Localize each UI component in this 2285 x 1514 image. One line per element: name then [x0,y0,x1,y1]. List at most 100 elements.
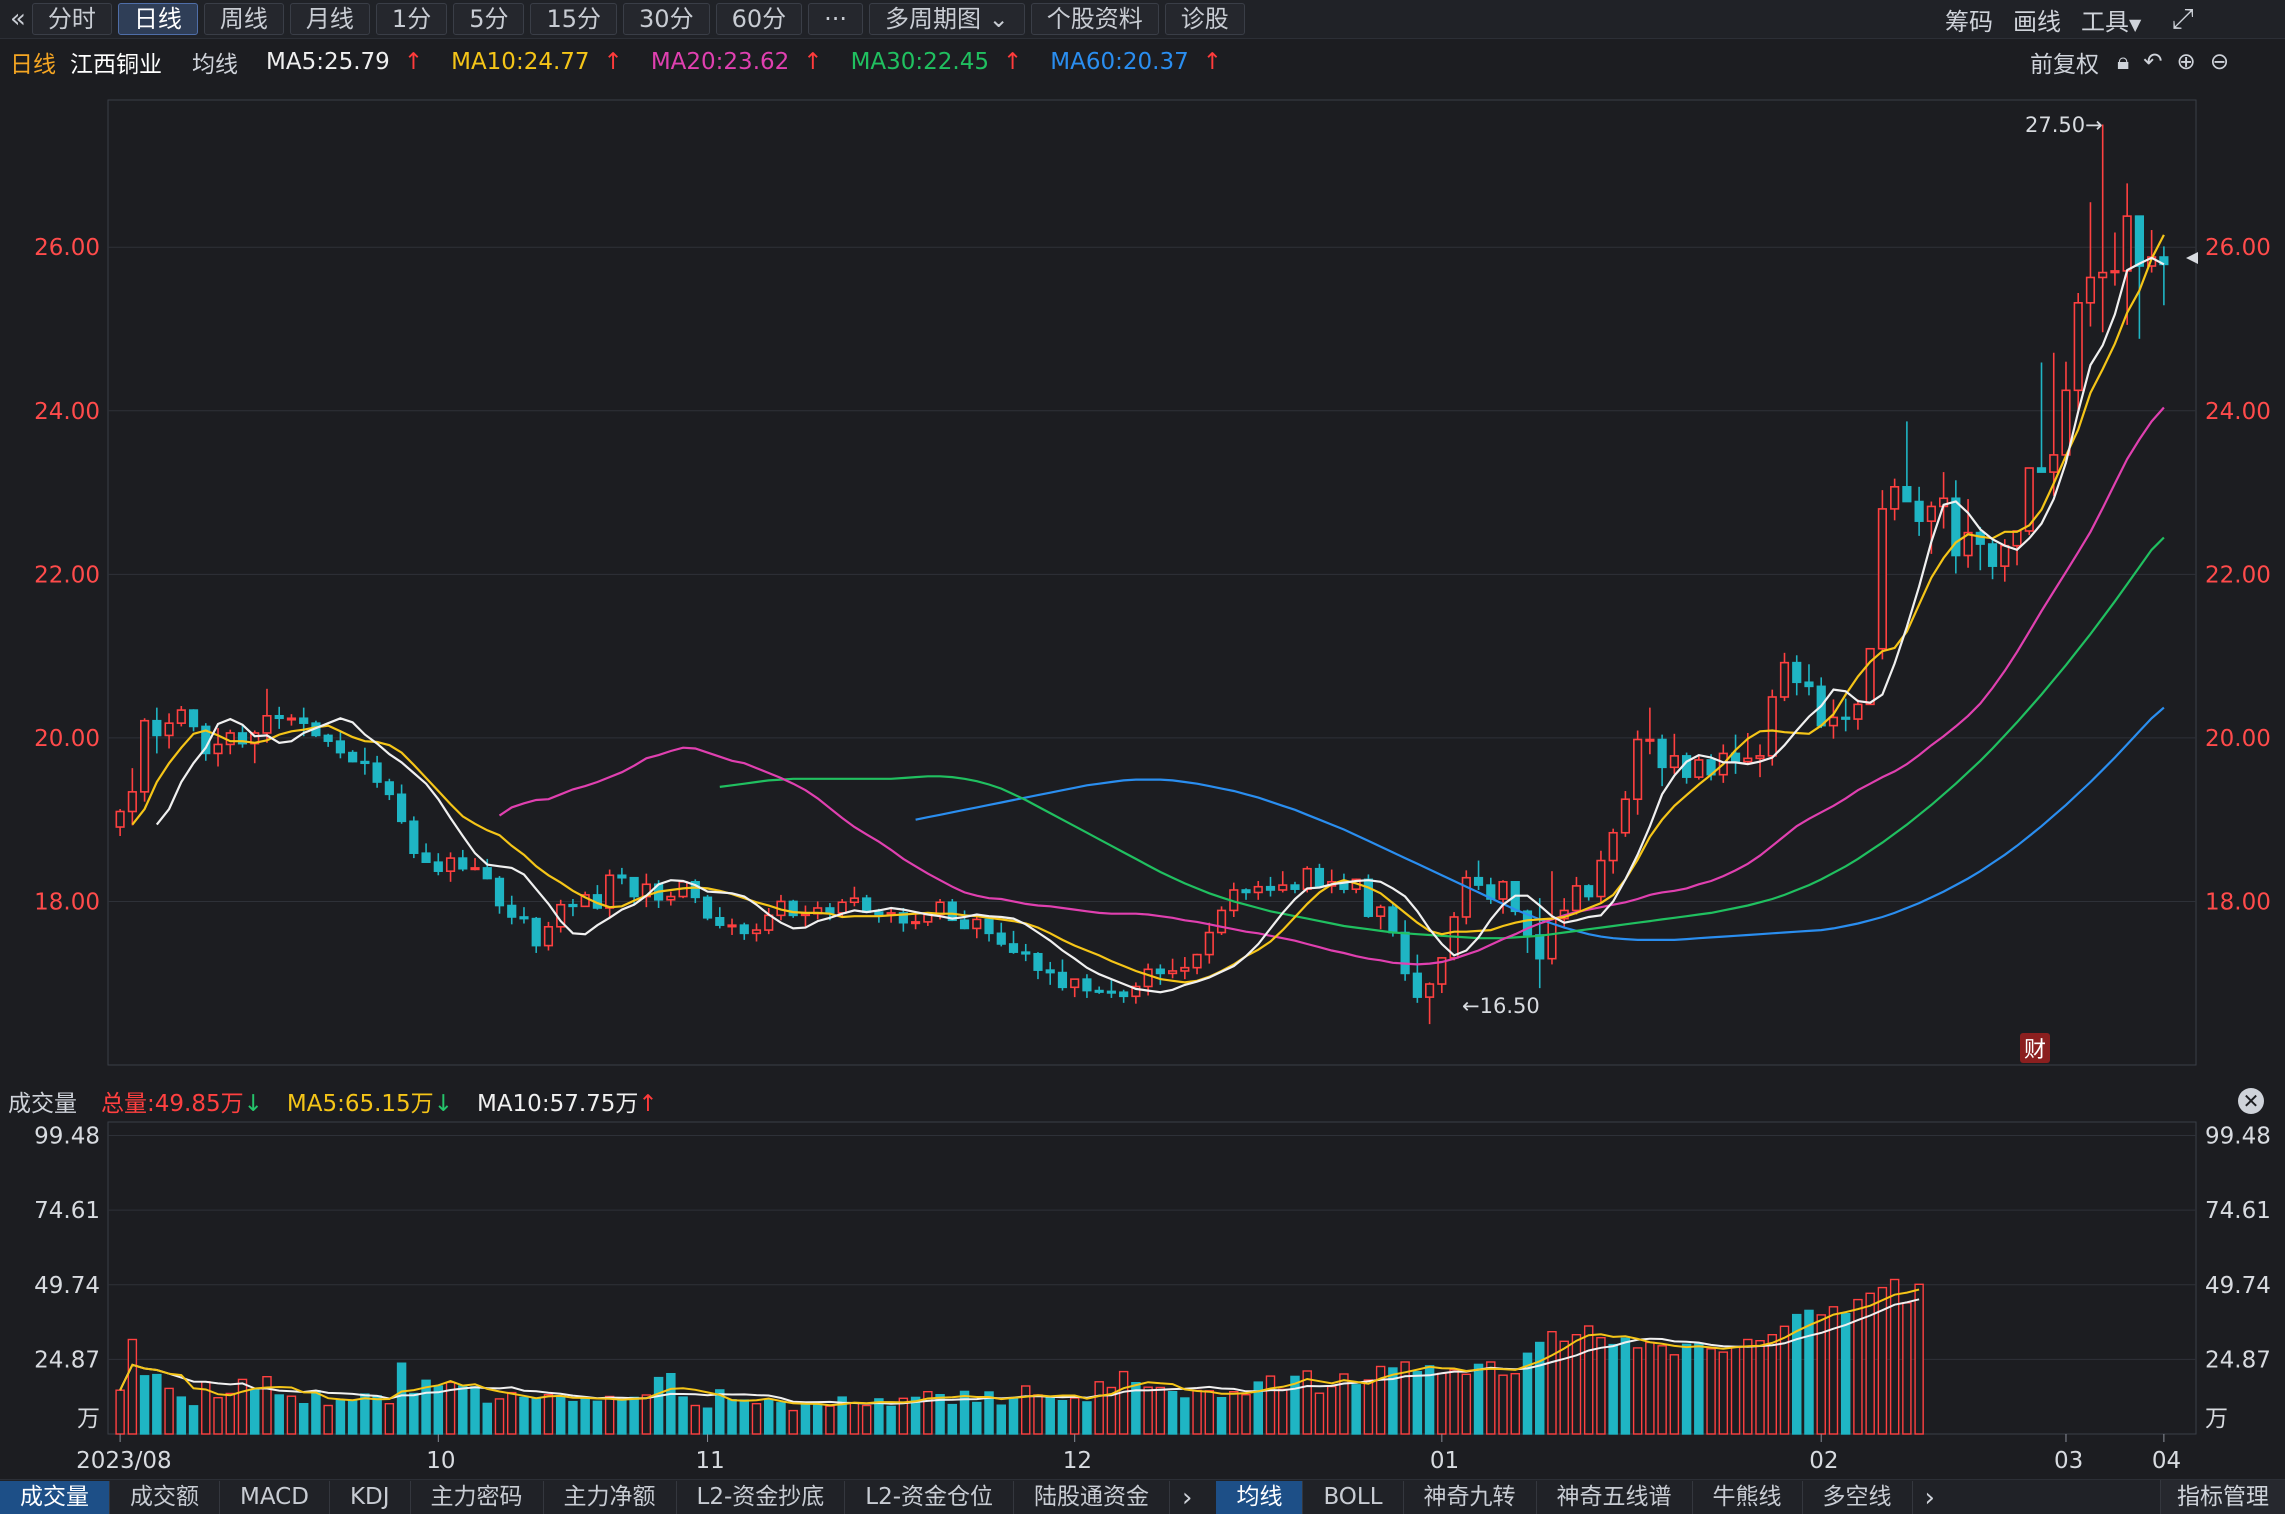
zoom-out-icon[interactable]: ⊖ [2209,49,2230,75]
zoom-in-icon[interactable]: ⊕ [2176,49,2196,75]
candle-body [323,734,333,742]
candle-body [1657,738,1667,769]
double-chevron-left-icon[interactable]: « [10,4,26,34]
volume-bar [384,1402,395,1435]
volume-tick-left: 万 [77,1406,100,1432]
volume-bar [1375,1365,1386,1435]
candle-body [1841,716,1851,720]
volume-ma10-text: MA10:57.75万 [476,1091,639,1117]
candle-body [372,762,382,783]
period-tab[interactable]: 周线 [203,3,284,35]
lock-icon[interactable]: 🔒︎ [2117,49,2130,75]
candle-body [1400,931,1410,975]
volume-bar [1351,1384,1361,1435]
volume-bar [1608,1343,1618,1435]
volume-bar [1718,1351,1729,1435]
x-axis-label: 02 [1809,1448,1838,1474]
tools-menu-button[interactable]: 工具▼ [2081,2,2141,37]
multi-period-button[interactable]: 多周期图 ⌄ [869,3,1025,35]
more-periods-button[interactable]: ··· [808,3,864,35]
indicator-tab[interactable]: 主力净额 [544,1481,677,1514]
period-tab[interactable]: 15分 [530,3,618,35]
volume-bar [445,1381,456,1435]
fullscreen-icon[interactable]: ⤢ [2171,2,2194,35]
undo-icon[interactable]: ↶ [2143,49,2163,75]
candle-body [531,917,541,947]
up-arrow-icon: ↑ [603,49,623,75]
indicator-tab[interactable]: L2-资金抄底 [677,1481,846,1514]
candle-body [1094,989,1104,993]
volume-bar [1620,1337,1631,1435]
period-tab[interactable]: 30分 [623,3,710,35]
volume-bar [311,1390,321,1435]
volume-bar [225,1392,236,1435]
candle-body [911,921,921,925]
close-icon[interactable]: ✕ [2238,1088,2264,1114]
financial-badge-bg[interactable] [2020,1033,2050,1063]
candle-body [1314,867,1325,887]
overlay-tab[interactable]: BOLL [1303,1481,1404,1514]
chevron-right-icon[interactable]: › [1924,1482,1935,1513]
stock-profile-button[interactable]: 个股资料 [1030,3,1159,35]
candle-body [1192,953,1202,969]
indicator-tab[interactable]: 成交额 [110,1481,220,1514]
indicator-tab[interactable]: 陆股通资金 [1014,1481,1171,1514]
volume-bar [702,1407,713,1435]
overlay-tab[interactable]: 神奇九转 [1404,1481,1537,1514]
chips-button[interactable]: 筹码 [1945,7,1993,36]
volume-tick-right: 24.87 [2205,1347,2271,1373]
candle-body [1498,881,1508,900]
ma-label[interactable]: 均线 [192,52,238,78]
restore-mode-button[interactable]: 前复权 [2030,52,2099,78]
candle-body [115,810,125,828]
candle-body [1437,957,1447,985]
ma-info-bar: 日线 江西铜业 均线 MA5:25.79 ↑ MA10:24.77 ↑ MA20:2… [0,42,2285,82]
candle-body [2085,276,2096,304]
period-tab[interactable]: 月线 [289,3,370,35]
toolbar-right: 筹码 画线 工具▼ ⤢ [1945,0,2194,38]
indicator-tab[interactable]: 主力密码 [411,1481,544,1514]
overlay-tab[interactable]: 多空线 [1803,1481,1913,1514]
period-tabs: 分时 日线 周线 月线 1分 5分 15分 30分 60分 [26,3,803,35]
candle-body [543,925,554,947]
volume-bar [715,1389,725,1435]
indicator-tab[interactable]: 成交量 [0,1481,110,1514]
period-tab[interactable]: 60分 [715,3,803,35]
volume-tick-right: 49.74 [2205,1273,2271,1299]
volume-bar [396,1362,407,1435]
indicator-management-button[interactable]: 指标管理 [2160,1480,2285,1514]
kline-chart[interactable]: 26.00 26.00 24.00 24.00 22.00 22.00 20.00 20.00… [0,0,2285,1479]
candle-body [751,929,762,935]
period-tab[interactable]: 1分 [375,3,448,35]
overlay-tab[interactable]: 牛熊线 [1693,1481,1803,1514]
volume-ma5-text: MA5:65.15万 [286,1091,434,1117]
chevron-right-icon[interactable]: › [1182,1482,1193,1513]
volume-bar [1498,1374,1508,1435]
volume-bar [519,1396,529,1435]
candle-body [702,896,713,919]
volume-bar [1057,1399,1068,1435]
candle-body [629,876,639,898]
draw-line-button[interactable]: 画线 [2013,7,2061,36]
indicator-tab[interactable]: MACD [220,1481,330,1514]
volume-bar [947,1403,958,1435]
volume-bar [1118,1370,1129,1435]
overlay-tab[interactable]: 均线 [1216,1481,1304,1514]
candle-body [849,897,859,904]
candle-body [666,895,676,901]
price-axis: 26.00 26.00 24.00 24.00 22.00 22.00 20.00 20.00… [34,235,2271,915]
period-tab[interactable]: 5分 [453,3,525,35]
indicator-tab[interactable]: KDJ [330,1481,411,1514]
ma30-line [719,536,2165,940]
volume-bar [1400,1361,1410,1435]
diagnose-button[interactable]: 诊股 [1164,3,1245,35]
volume-header: 成交量 总量:49.85万↓ MA5:65.15万↓ MA10:57.75万↑ [0,1083,2285,1119]
indicator-tab[interactable]: L2-资金仓位 [845,1481,1015,1514]
volume-bar [1229,1390,1239,1435]
candle-body [1278,884,1288,891]
overlay-tab[interactable]: 神奇五线谱 [1537,1481,1693,1514]
period-tab[interactable]: 日线 [117,3,198,35]
financial-badge[interactable]: 财 [2024,1038,2046,1063]
period-tab[interactable]: 分时 [31,3,112,35]
candle-body [1155,968,1165,975]
